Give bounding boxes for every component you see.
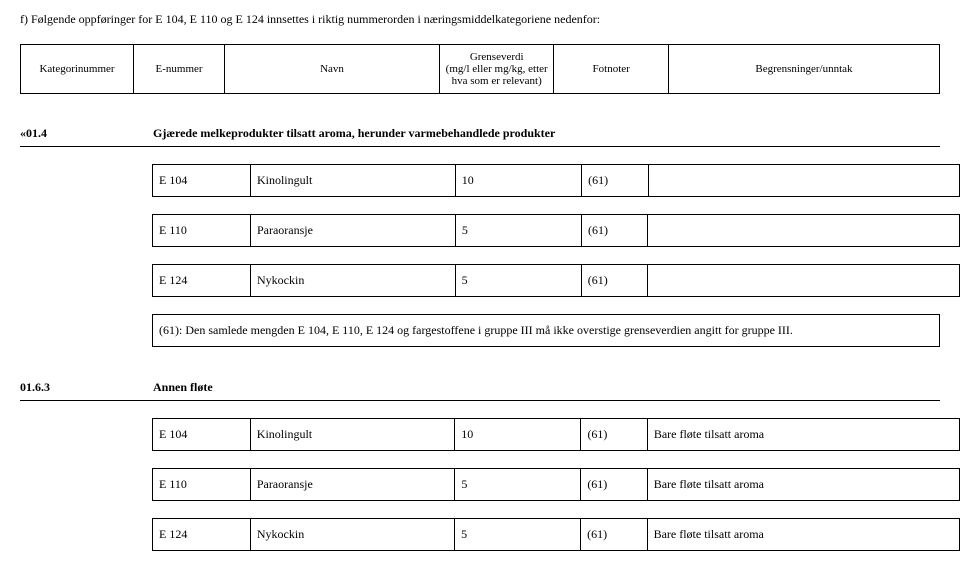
cell-grenseverdi: 5 xyxy=(455,519,581,551)
section-01-6-3-title: Annen fløte xyxy=(153,380,213,395)
hdr-grense-l2: (mg/l eller mg/kg, etter xyxy=(446,63,548,75)
cell-begrensninger: Bare fløte tilsatt aroma xyxy=(647,469,959,501)
header-table: Kategorinummer E-nummer Navn Grenseverdi… xyxy=(20,44,940,94)
cell-enummer: E 124 xyxy=(153,265,251,297)
section-01-4-num: «01.4 xyxy=(20,126,150,141)
hdr-grense-l1: Grenseverdi xyxy=(470,51,524,63)
table-row: E 124 Nykockin 5 (61) Bare fløte tilsatt… xyxy=(152,518,960,551)
cell-fotnoter: (61) xyxy=(582,165,648,197)
section-01-6-3-rule xyxy=(20,400,940,401)
hdr-navn: Navn xyxy=(225,45,440,94)
cell-fotnoter: (61) xyxy=(581,265,648,297)
section-01-6-3-heading: 01.6.3 Annen fløte xyxy=(20,380,940,395)
hdr-begrensninger: Begrensninger/unntak xyxy=(668,45,939,94)
section-01-4-title: Gjærede melkeprodukter tilsatt aroma, he… xyxy=(153,126,555,141)
intro-text: f) Følgende oppføringer for E 104, E 110… xyxy=(20,12,600,27)
footnote-text: (61): Den samlede mengden E 104, E 110, … xyxy=(153,315,940,347)
cell-fotnoter: (61) xyxy=(581,419,647,451)
section-01-4-heading: «01.4 Gjærede melkeprodukter tilsatt aro… xyxy=(20,126,940,141)
hdr-enummer: E-nummer xyxy=(134,45,225,94)
hdr-kategorinummer: Kategorinummer xyxy=(21,45,134,94)
cell-enummer: E 104 xyxy=(153,419,251,451)
cell-grenseverdi: 5 xyxy=(455,215,581,247)
section-01-6-3-num: 01.6.3 xyxy=(20,380,150,395)
cell-navn: Kinolingult xyxy=(250,419,454,451)
hdr-fotnoter: Fotnoter xyxy=(554,45,668,94)
cell-navn: Kinolingult xyxy=(250,165,455,197)
hdr-grenseverdi: Grenseverdi (mg/l eller mg/kg, etter hva… xyxy=(439,45,554,94)
table-row: E 104 Kinolingult 10 (61) xyxy=(152,164,960,197)
footnote-row: (61): Den samlede mengden E 104, E 110, … xyxy=(152,314,940,347)
table-row: E 104 Kinolingult 10 (61) Bare fløte til… xyxy=(152,418,960,451)
cell-grenseverdi: 10 xyxy=(455,165,581,197)
cell-fotnoter: (61) xyxy=(581,469,647,501)
cell-enummer: E 104 xyxy=(153,165,251,197)
cell-grenseverdi: 5 xyxy=(455,265,581,297)
cell-begrensninger xyxy=(648,215,960,247)
cell-begrensninger xyxy=(648,265,960,297)
section-01-4-rule xyxy=(20,146,940,147)
cell-fotnoter: (61) xyxy=(581,215,647,247)
cell-navn: Nykockin xyxy=(251,265,456,297)
cell-enummer: E 110 xyxy=(153,469,251,501)
cell-grenseverdi: 5 xyxy=(455,469,581,501)
table-row: E 110 Paraoransje 5 (61) xyxy=(152,214,960,247)
cell-begrensninger xyxy=(648,165,959,197)
cell-enummer: E 124 xyxy=(153,519,251,551)
table-row: E 124 Nykockin 5 (61) xyxy=(152,264,960,297)
cell-begrensninger: Bare fløte tilsatt aroma xyxy=(647,519,959,551)
cell-navn: Paraoransje xyxy=(250,215,455,247)
table-row: E 110 Paraoransje 5 (61) Bare fløte tils… xyxy=(152,468,960,501)
cell-begrensninger: Bare fløte tilsatt aroma xyxy=(647,419,959,451)
cell-grenseverdi: 10 xyxy=(455,419,581,451)
hdr-grense-l3: hva som er relevant) xyxy=(452,75,542,87)
page: f) Følgende oppføringer for E 104, E 110… xyxy=(0,0,960,579)
cell-navn: Nykockin xyxy=(250,519,454,551)
cell-fotnoter: (61) xyxy=(581,519,647,551)
cell-navn: Paraoransje xyxy=(250,469,455,501)
cell-enummer: E 110 xyxy=(153,215,251,247)
